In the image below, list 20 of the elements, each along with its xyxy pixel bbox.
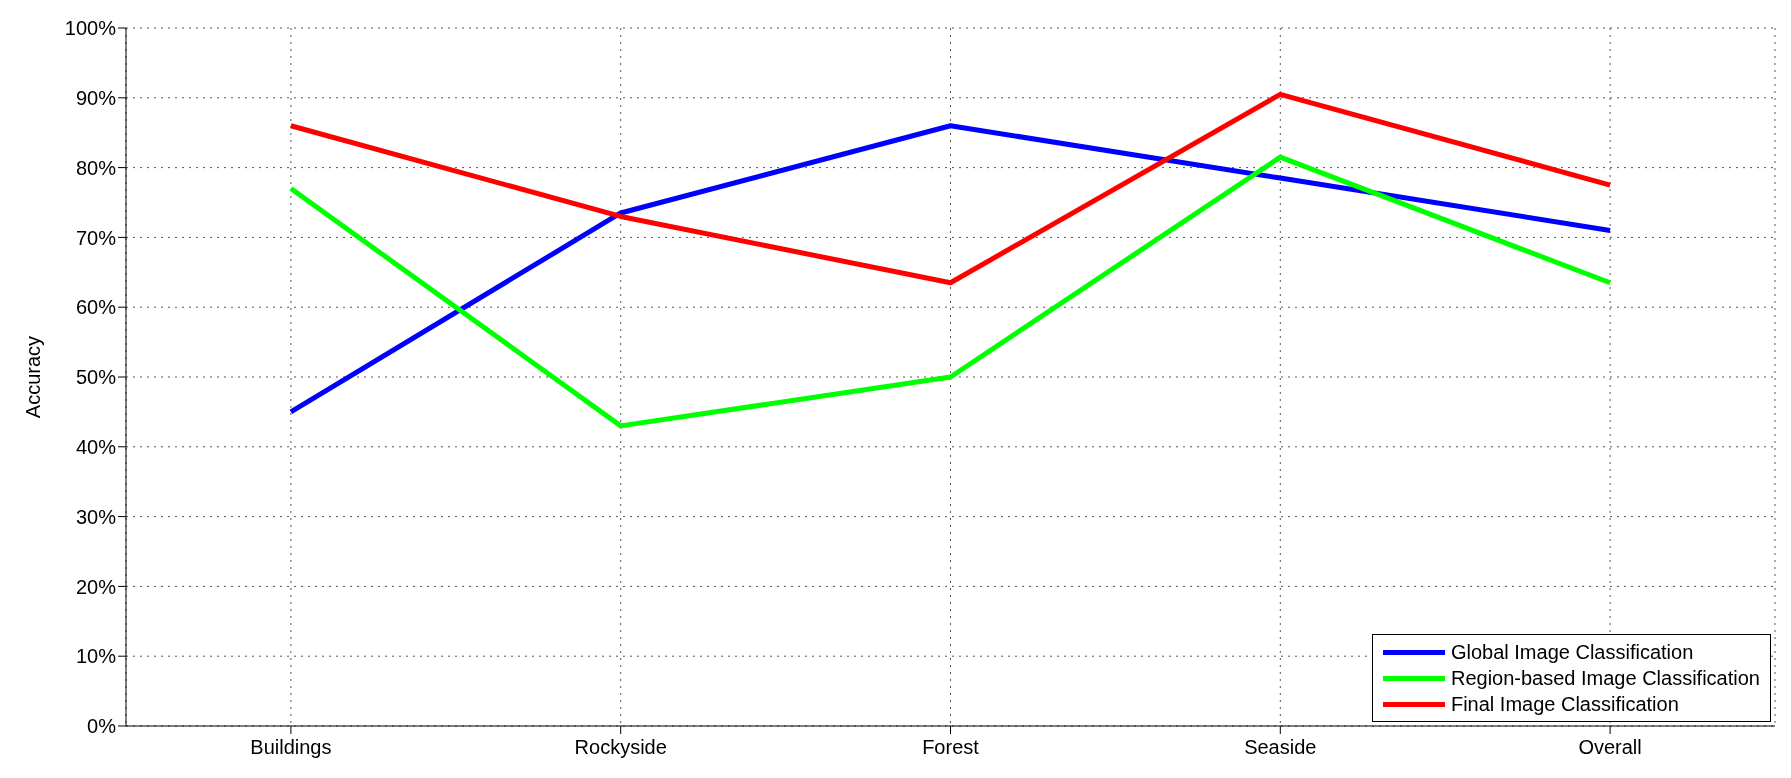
y-tick-label: 60%	[75, 296, 117, 319]
y-tick-label: 30%	[75, 505, 117, 528]
x-tick-label: Overall	[1578, 736, 1642, 759]
y-tick-label: 20%	[75, 575, 117, 598]
y-tick-label: 10%	[75, 645, 117, 668]
y-tick-label: 70%	[75, 226, 117, 249]
legend-label: Final Image Classification	[1450, 692, 1679, 717]
legend-label: Region-based Image Classification	[1450, 666, 1760, 691]
y-tick-label: 50%	[75, 366, 117, 389]
x-tick-label: Forest	[922, 736, 980, 759]
legend-label: Global Image Classification	[1450, 640, 1694, 665]
x-tick-label: Seaside	[1244, 736, 1317, 759]
y-tick-label: 100%	[64, 17, 117, 40]
y-tick-label: 0%	[87, 715, 117, 738]
y-tick-label: 90%	[75, 86, 117, 109]
x-tick-label: Buildings	[250, 736, 332, 759]
y-tick-label: 80%	[75, 156, 117, 179]
x-tick-label: Rockyside	[574, 736, 667, 759]
y-tick-label: 40%	[75, 435, 117, 458]
y-axis-title: Accuracy	[22, 335, 45, 419]
